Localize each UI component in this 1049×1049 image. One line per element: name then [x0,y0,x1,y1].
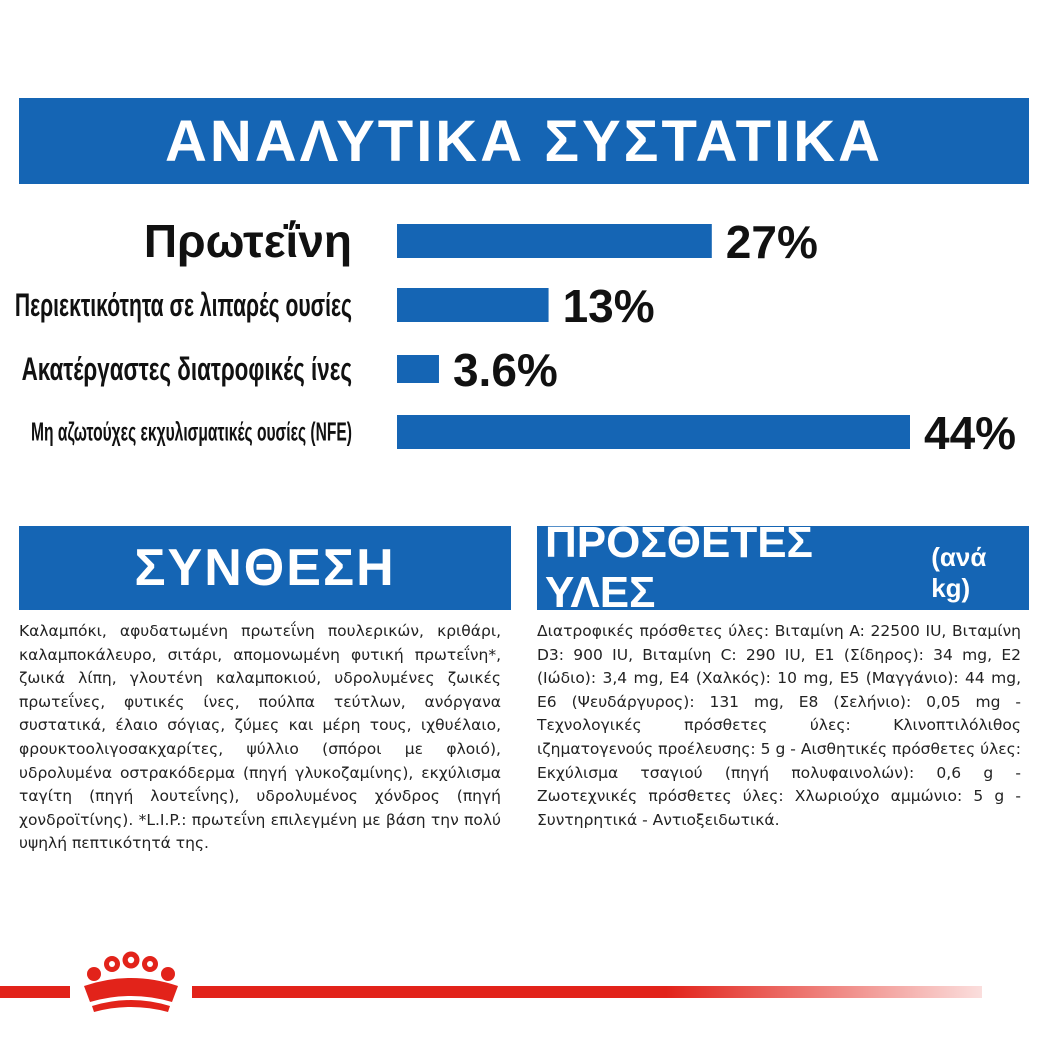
category-label-1: Περιεκτικότητα σε λιπαρές ουσίες [15,287,352,324]
bar-1 [397,288,549,322]
additives-heading: ΠΡΟΣΘΕΤΕΣ ΥΛΕΣ (ανά kg) [537,518,1029,617]
additives-heading-text: ΠΡΟΣΘΕΤΕΣ ΥΛΕΣ [545,518,813,617]
additives-heading-suffix: (ανά kg) [931,542,987,603]
category-label-3: Μη αζωτούχες εκχυλισματικές ουσίες (NFE) [31,417,352,446]
value-label-1: 13% [563,280,655,332]
nutrient-bar-chart: Πρωτεΐνη 27% Περιεκτικότητα σε λιπαρές ουσ… [15,215,1016,459]
footer-divider-right [192,986,982,998]
bar-2 [397,355,439,383]
category-label-2: Ακατέργαστες διατροφικές ίνες [22,351,352,387]
additives-text: Διατροφικές πρόσθετες ύλες: Βιταμίνη A: … [537,622,1021,829]
value-label-2: 3.6% [453,344,558,396]
composition-heading: ΣΥΝΘΕΣΗ [19,526,511,610]
bar-3 [397,415,910,449]
value-label-0: 27% [726,216,818,268]
value-label-3: 44% [924,407,1016,459]
composition-heading-text: ΣΥΝΘΕΣΗ [134,539,396,597]
category-label-0: Πρωτεΐνη [144,215,352,267]
page-title: ΑΝΑΛΥΤΙΚΑ ΣΥΣΤΑΤΙΚΑ [19,98,1029,184]
composition-text: Καλαμπόκι, αφυδατωμένη πρωτεΐνη πουλερικ… [19,622,501,853]
royal-canin-crown-icon [84,951,178,1012]
bar-0 [397,224,712,258]
footer-divider-left [0,986,70,998]
